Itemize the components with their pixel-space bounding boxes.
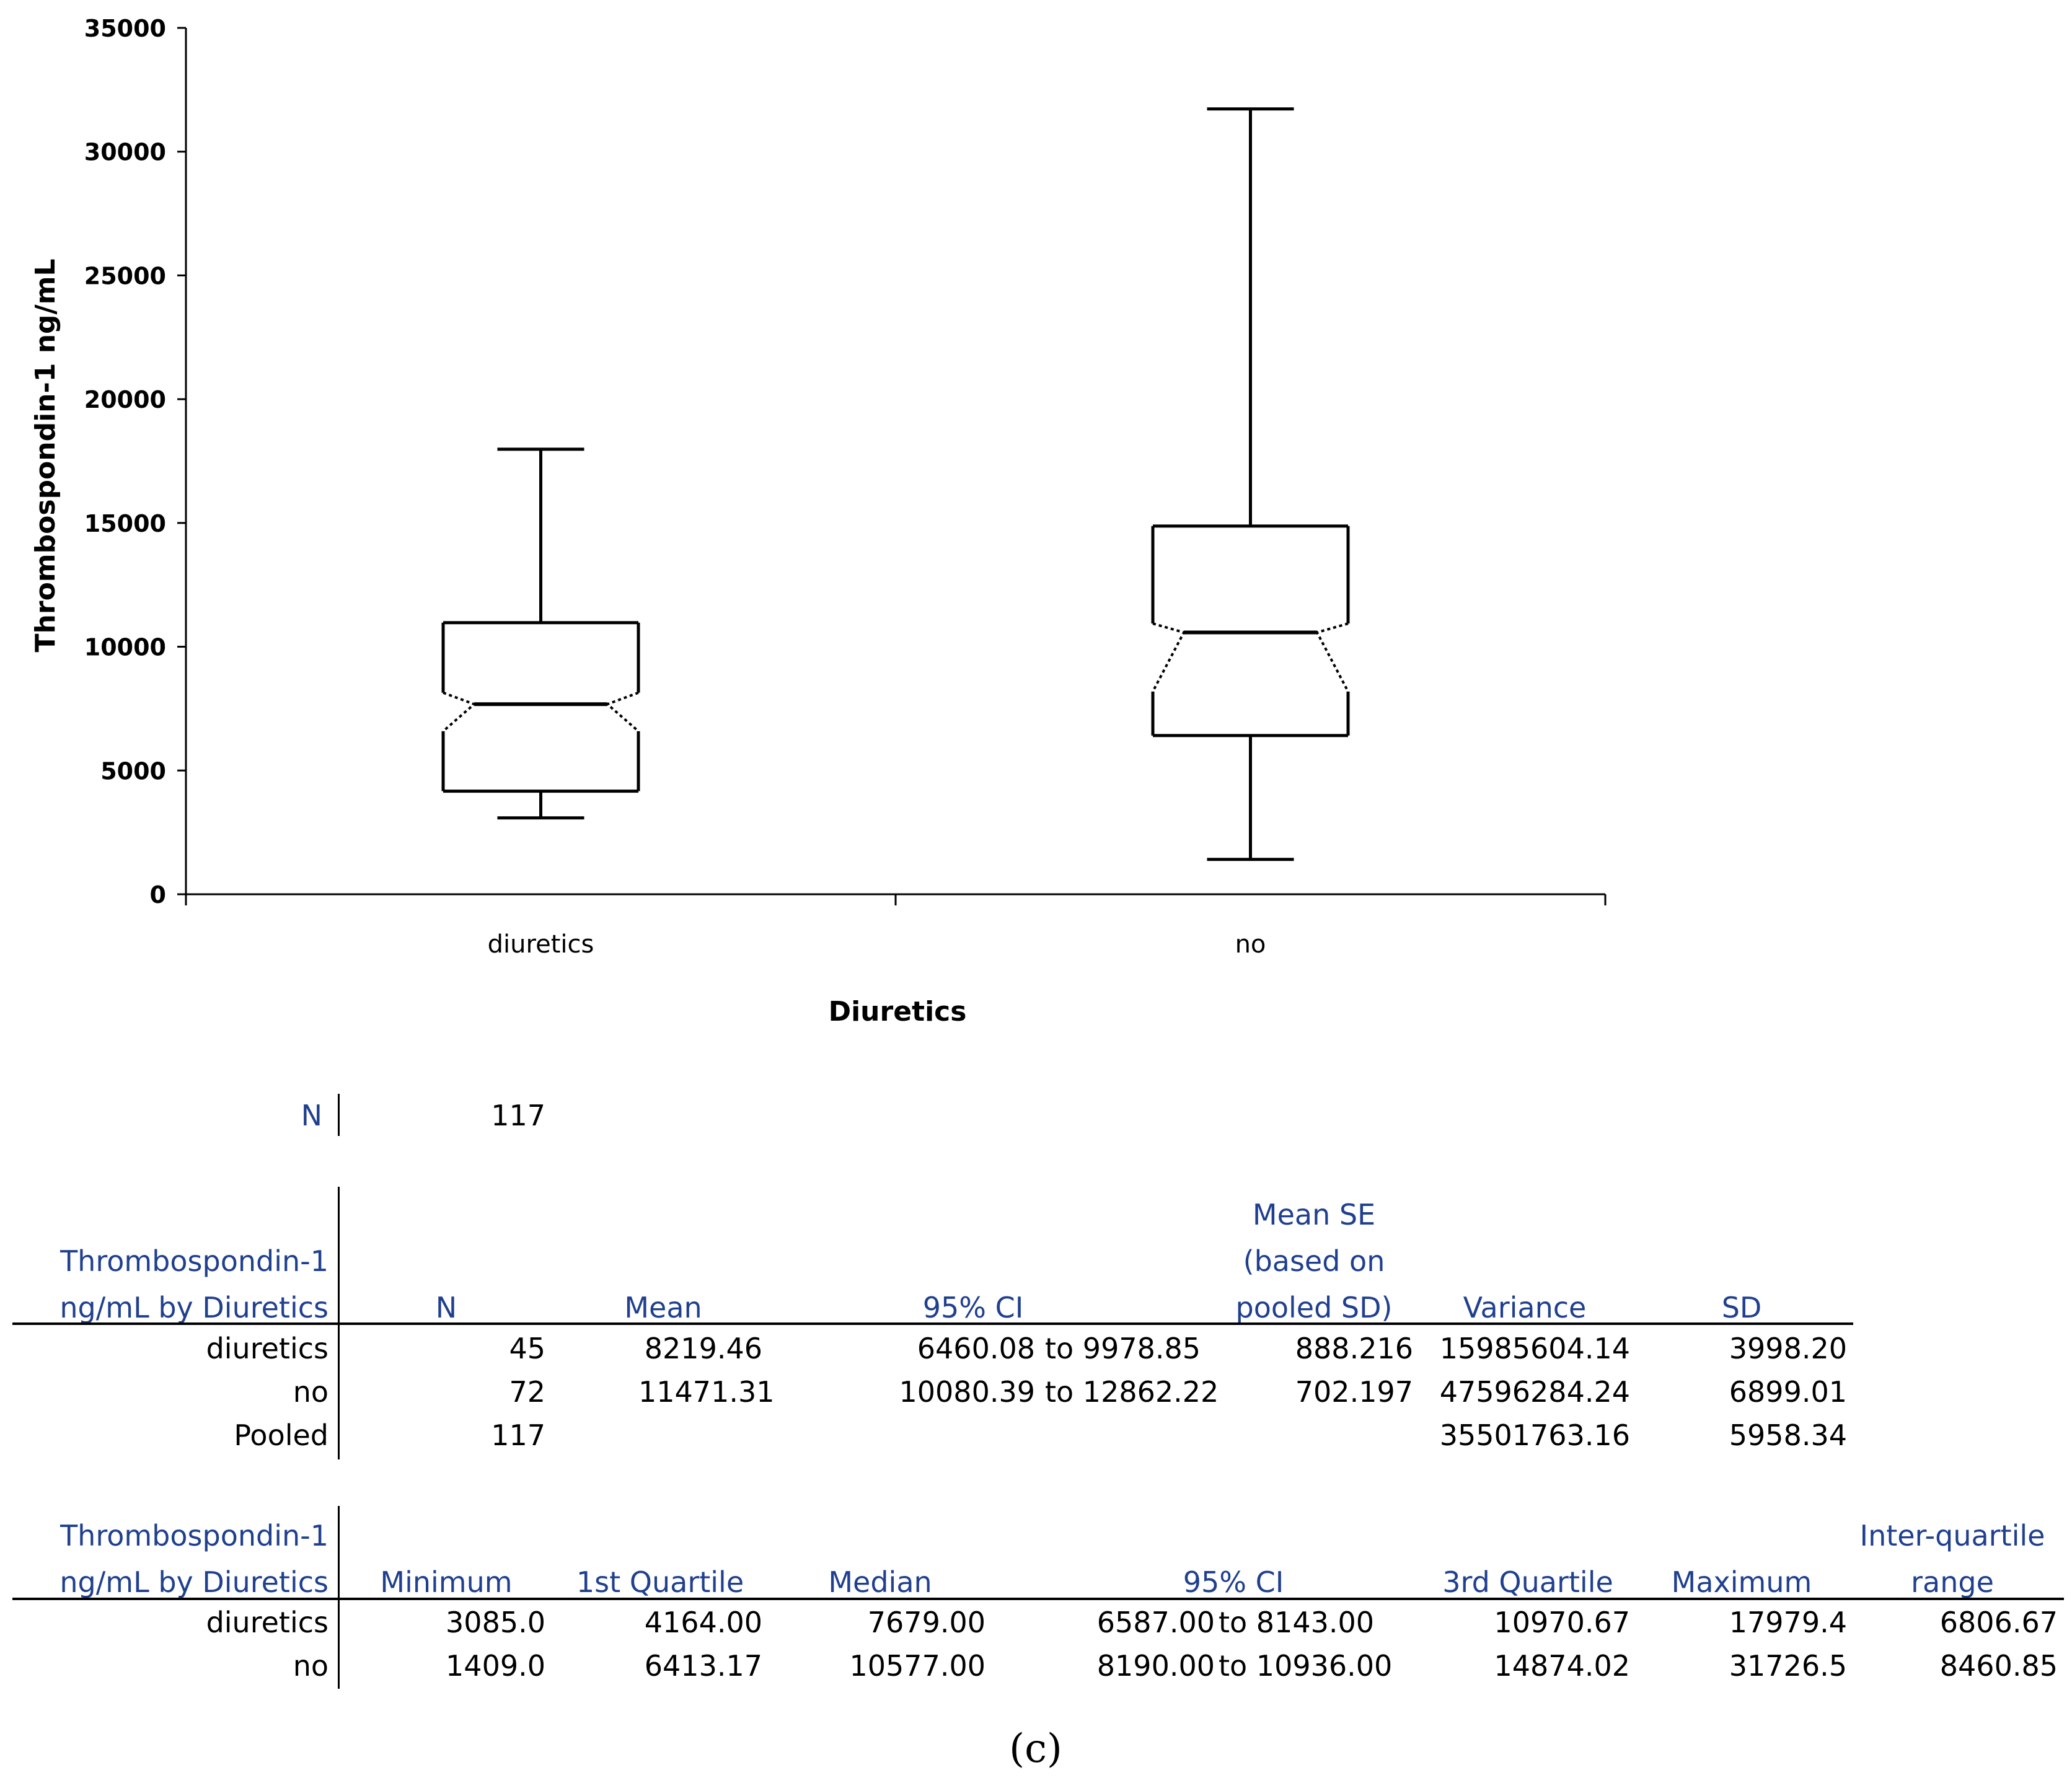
table2-header: Minimum: [380, 1565, 513, 1599]
table1-header: N: [435, 1291, 457, 1324]
left-notch: [442, 691, 477, 733]
table2-cell: 10577.00: [849, 1649, 986, 1683]
boxes: [441, 107, 1350, 861]
y-tick-label: 5000: [100, 757, 166, 785]
table1-cell: 702.197: [1295, 1375, 1413, 1409]
table2-header: range: [1911, 1565, 1994, 1599]
table2-cell: 10970.67: [1494, 1606, 1631, 1639]
table1-divider: [338, 1187, 340, 1459]
table1-cell: 6460.08: [917, 1332, 1035, 1365]
summary-n-label: N: [301, 1099, 322, 1132]
y-tick-label: 15000: [84, 510, 166, 537]
table2-header: ng/mL by Diuretics: [60, 1565, 328, 1599]
figure-caption: (c): [1009, 1726, 1062, 1772]
table1-cell: 47596284.24: [1439, 1375, 1630, 1409]
table2-row-label: no: [293, 1649, 328, 1683]
table2-row-label: diuretics: [206, 1606, 328, 1639]
table1-cell: 8219.46: [644, 1332, 762, 1365]
table2-cell: 14874.02: [1494, 1649, 1631, 1683]
y-axis-label: Thrombospondin-1 ng/mL: [30, 259, 61, 653]
y-tick-label: 0: [150, 881, 166, 909]
x-tick-label: no: [1235, 930, 1266, 959]
y-tick-label: 25000: [84, 262, 166, 289]
axes: 0 5000 10000 15000 20000 25000 30000 35000 diure…: [84, 15, 1607, 959]
table1-cell: 35501763.16: [1439, 1419, 1630, 1452]
table2-cell: 4164.00: [644, 1606, 762, 1639]
table2-cell: 31726.5: [1729, 1649, 1847, 1683]
table2-header: Median: [828, 1565, 932, 1599]
table1-cell: 117: [491, 1419, 545, 1452]
box-plot-chart: 0 5000 10000 15000 20000 25000 30000 35000 diure…: [30, 15, 1607, 1028]
table1-row-label: diuretics: [206, 1332, 328, 1365]
table1-cell: to 12862.22: [1045, 1375, 1219, 1409]
table2-divider: [338, 1506, 340, 1689]
summary-divider: [338, 1094, 340, 1136]
table1-cell: 15985604.14: [1439, 1332, 1630, 1365]
summary-n-value: 117: [491, 1099, 545, 1132]
table1-cell: 45: [509, 1332, 545, 1365]
table1-cell: 72: [509, 1375, 545, 1409]
table2-cell: 6587.00: [1096, 1606, 1215, 1639]
table1-header: SD: [1721, 1291, 1762, 1324]
table1-header: Variance: [1463, 1291, 1587, 1324]
y-tick-label: 20000: [84, 386, 166, 413]
table2-header: Maximum: [1671, 1565, 1812, 1599]
x-tick-label: diuretics: [488, 930, 594, 959]
y-tick-label: 30000: [84, 139, 166, 166]
table1-row-label: no: [293, 1375, 328, 1409]
table2-header: 95% CI: [1183, 1565, 1284, 1599]
table1-header: Thrombospondin-1: [60, 1244, 328, 1278]
table1-row-label: Pooled: [234, 1419, 328, 1452]
table2-cell: 1409.0: [446, 1649, 545, 1683]
table2-header: 3rd Quartile: [1442, 1565, 1613, 1599]
table1-cell: 888.216: [1295, 1332, 1413, 1365]
table1-header: Mean: [624, 1291, 702, 1324]
table2-header: 1st Quartile: [576, 1565, 744, 1599]
right-notch: [1315, 622, 1349, 692]
table1-header: Mean SE: [1252, 1198, 1376, 1231]
table1-cell: 10080.39: [899, 1375, 1036, 1409]
table1-header: pooled SD): [1235, 1291, 1393, 1324]
table1-header-rule: [12, 1322, 1853, 1325]
table2-cell: 6413.17: [644, 1649, 762, 1683]
table2-cell: 3085.0: [446, 1606, 545, 1639]
table1-cell: 6899.01: [1729, 1375, 1847, 1409]
table1-header: (based on: [1243, 1244, 1385, 1278]
table1-cell: to 9978.85: [1045, 1332, 1201, 1365]
table2-cell: 8190.00: [1096, 1649, 1215, 1683]
table2-header: Inter-quartile: [1859, 1519, 2045, 1552]
table1-cell: 5958.34: [1729, 1419, 1847, 1452]
table2-header-rule: [12, 1598, 2064, 1600]
table2-cell: 7679.00: [867, 1606, 985, 1639]
table2-cell: 6806.67: [1939, 1606, 2058, 1639]
y-tick-label: 35000: [84, 15, 166, 42]
box-no: [1151, 107, 1350, 861]
table1-cell: 11471.31: [638, 1375, 775, 1409]
y-tick-label: 10000: [84, 634, 166, 661]
table1-header: 95% CI: [922, 1291, 1024, 1324]
table1-cell: 3998.20: [1729, 1332, 1847, 1365]
table2-header: Thrombospondin-1: [60, 1519, 328, 1552]
box-diuretics: [441, 447, 640, 820]
left-notch: [1152, 622, 1186, 692]
table2-cell: to 10936.00: [1219, 1649, 1393, 1683]
right-notch: [605, 691, 640, 733]
table2-cell: to 8143.00: [1219, 1606, 1375, 1639]
table1-header: ng/mL by Diuretics: [60, 1291, 328, 1324]
table2-cell: 17979.4: [1729, 1606, 1847, 1639]
x-axis-label: Diuretics: [829, 996, 967, 1028]
table2-cell: 8460.85: [1939, 1649, 2058, 1683]
